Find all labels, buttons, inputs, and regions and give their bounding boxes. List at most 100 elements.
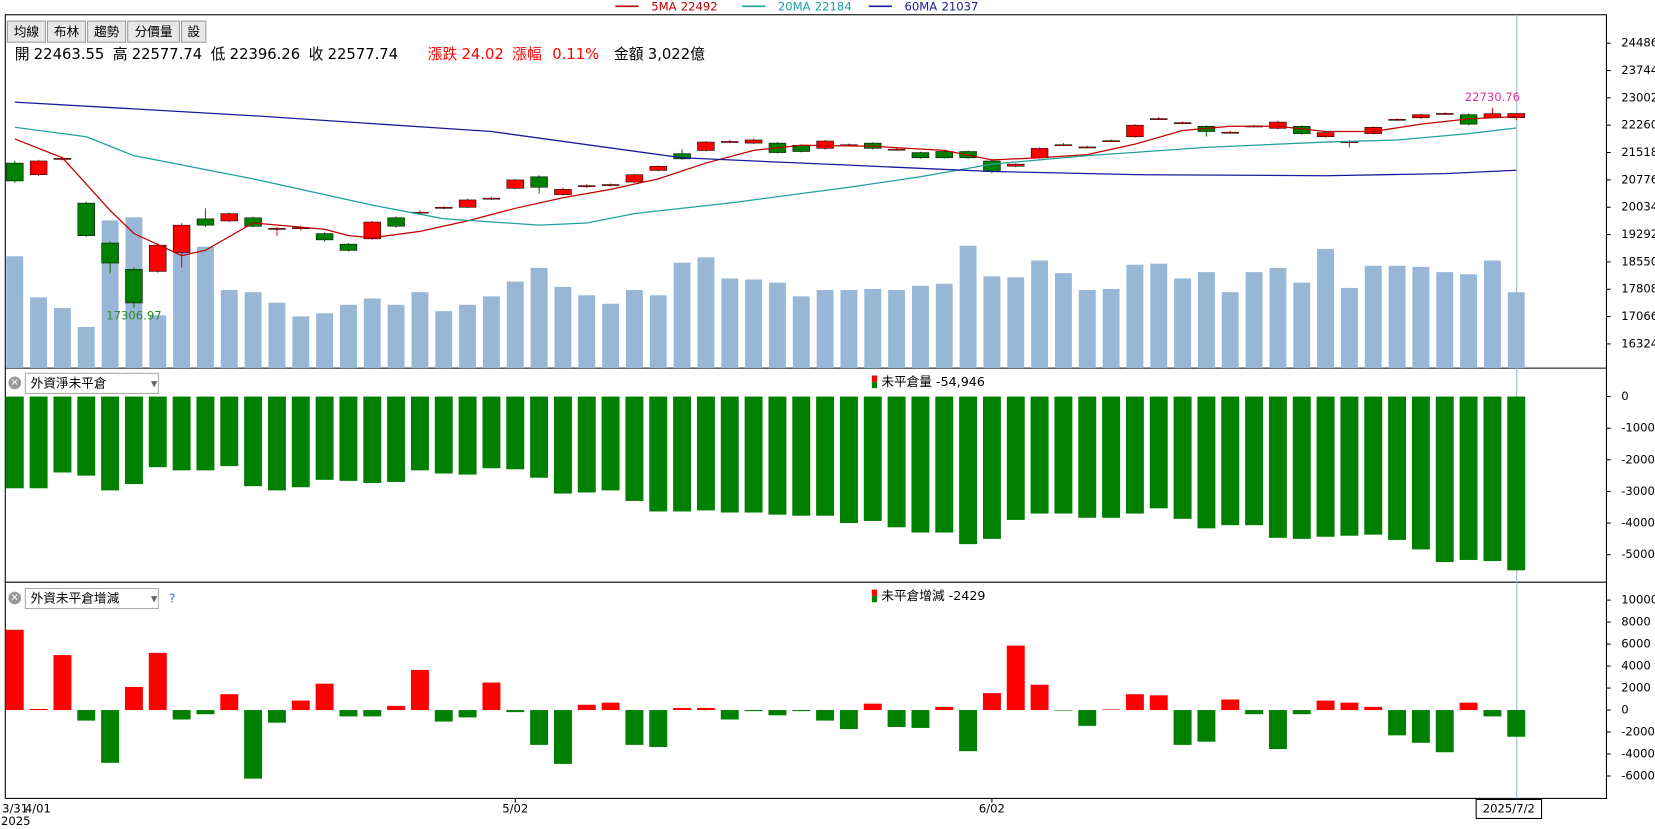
volume-bar <box>1197 272 1215 369</box>
bar <box>1411 396 1430 550</box>
volume-bar <box>1364 265 1382 369</box>
bar <box>1221 396 1240 526</box>
volume-bar <box>1102 288 1120 369</box>
bar <box>363 396 382 483</box>
volume-bar <box>959 245 977 369</box>
bar <box>1125 694 1144 711</box>
bar <box>1340 702 1359 711</box>
bar <box>1149 396 1168 509</box>
legend-name: 20MA <box>778 0 811 13</box>
info-label: 金額 <box>614 46 644 63</box>
bar <box>77 710 96 721</box>
candle-body <box>387 217 405 227</box>
bar <box>1173 710 1192 745</box>
x-tick-label: 3/31 <box>2 801 28 815</box>
bar <box>1054 396 1073 514</box>
volume-bar <box>482 296 500 369</box>
y-tick-label: -6000 <box>1621 768 1655 782</box>
bar <box>1507 396 1526 571</box>
bar <box>1292 710 1311 715</box>
y-tick-label: 2000 <box>1621 681 1651 695</box>
candle-body <box>6 162 24 182</box>
info-label: 收 <box>309 46 324 63</box>
bar <box>768 396 787 515</box>
bar <box>935 396 954 533</box>
bar <box>553 396 572 494</box>
bar <box>196 710 215 715</box>
volume-bar <box>768 282 786 369</box>
candle-body <box>530 176 548 188</box>
candle-body <box>268 228 286 230</box>
volume-bar <box>1150 263 1168 369</box>
x-tick-label: 4/01 <box>25 801 51 815</box>
volume-bar <box>53 307 71 369</box>
candle-body <box>983 160 1001 172</box>
volume-bar <box>268 302 286 369</box>
selector[interactable] <box>24 587 159 610</box>
bar <box>339 396 358 481</box>
candle-body <box>101 242 119 264</box>
info-value: 0.11% <box>552 46 599 63</box>
high-label: 22730.76 <box>1465 90 1520 104</box>
panel-legend: 未平倉量 -54,946 <box>881 373 985 388</box>
legend-value: -54,946 <box>936 373 985 388</box>
toolbar-button[interactable] <box>87 20 127 43</box>
volume-bar <box>935 283 953 369</box>
bar <box>839 396 858 524</box>
bar <box>482 682 501 711</box>
bar <box>1173 396 1192 519</box>
info-value: 22463.55 <box>34 46 104 63</box>
bar <box>244 710 263 779</box>
legend-entry: 5MA 22492 <box>651 0 717 13</box>
bar <box>387 705 406 711</box>
legend-value: 22184 <box>815 0 852 13</box>
close-icon[interactable] <box>8 591 22 605</box>
volume-bar <box>864 288 882 369</box>
bar <box>530 396 549 478</box>
candle-body <box>1078 146 1096 149</box>
y-tick-label: -30000 <box>1621 484 1655 498</box>
candle-body <box>1221 131 1239 134</box>
volume-bar <box>435 311 453 369</box>
y-tick-label: 23002 <box>1621 90 1655 104</box>
legend-icon <box>871 589 878 596</box>
y-tick-label: 20034 <box>1621 200 1655 214</box>
toolbar-button[interactable] <box>181 20 207 43</box>
bar <box>315 683 334 711</box>
legend-icon <box>871 595 878 603</box>
bar <box>1006 396 1025 520</box>
toolbar-button[interactable] <box>46 20 87 43</box>
info-label: 高 <box>113 46 128 63</box>
bar <box>1435 710 1454 753</box>
close-icon-glyph: ✕ <box>11 593 19 604</box>
candle-body <box>697 141 715 151</box>
candle-body <box>816 140 834 149</box>
y-tick-label: 21518 <box>1621 145 1655 159</box>
candle-body <box>601 184 620 186</box>
volume-bar <box>1293 282 1311 369</box>
legend-value: -2429 <box>949 587 986 602</box>
candle-body <box>1030 148 1049 159</box>
toolbar-button[interactable] <box>6 20 46 43</box>
candle-body <box>721 141 739 143</box>
close-icon[interactable] <box>8 376 22 390</box>
selector[interactable] <box>24 372 159 394</box>
toolbar-button[interactable] <box>127 20 180 43</box>
volume-bar <box>77 326 95 369</box>
help-icon[interactable]: ? <box>169 591 176 606</box>
bar <box>696 707 715 711</box>
bar <box>1483 710 1502 717</box>
volume-bar <box>530 267 548 369</box>
toolbar-label: 布林 <box>54 24 80 39</box>
info-label: 漲跌 <box>428 46 458 63</box>
legend-value: 21037 <box>941 0 978 13</box>
bar <box>267 710 286 723</box>
bar <box>1221 699 1240 711</box>
y-tick-label: 0 <box>1621 703 1628 717</box>
volume-bar <box>292 316 310 369</box>
candle-body <box>887 148 906 151</box>
bar <box>1245 710 1264 715</box>
bar <box>53 396 72 473</box>
bar <box>506 710 525 713</box>
bar <box>577 396 596 493</box>
